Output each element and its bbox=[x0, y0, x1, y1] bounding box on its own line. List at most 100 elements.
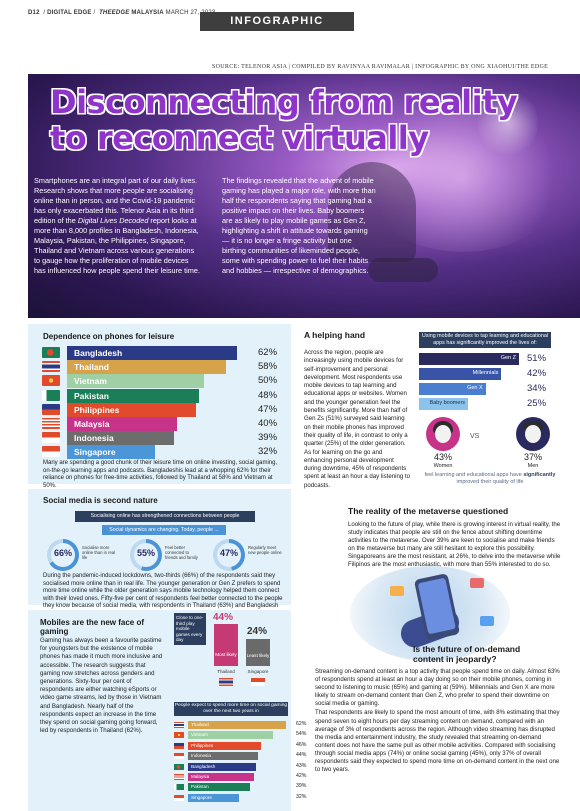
dependence-note: Many are spending a good chunk of their … bbox=[43, 460, 278, 489]
intro-column-2: The findings revealed that the advent of… bbox=[222, 176, 376, 275]
report-title: Digital Lives Decoded bbox=[77, 216, 149, 225]
pakistan-flag-icon bbox=[42, 389, 60, 401]
generation-bar-label: Gen X bbox=[467, 385, 483, 391]
mobile-gaming-title: Mobiles are the new face of gaming bbox=[40, 618, 145, 636]
dependence-bar-label: Thailand bbox=[74, 362, 109, 373]
hero-banner: Disconnecting from reality to reconnect … bbox=[28, 74, 580, 318]
app-tile-icon bbox=[470, 578, 484, 588]
dependence-bar-value: 32% bbox=[258, 446, 278, 458]
dependence-bar-value: 50% bbox=[258, 375, 278, 387]
dependence-bar-value: 39% bbox=[258, 432, 278, 444]
section-name: DIGITAL EDGE bbox=[47, 10, 92, 16]
bangladesh-flag-icon bbox=[174, 763, 184, 770]
expect-bar bbox=[188, 741, 261, 750]
dependence-section: Dependence on phones for leisure Banglad… bbox=[28, 324, 291, 489]
expect-bar-value: 54% bbox=[296, 731, 307, 738]
mobile-gaming-body: Gaming has always been a favourite pasti… bbox=[40, 637, 163, 735]
headline-line-1: Disconnecting from reality bbox=[50, 83, 518, 121]
dependence-bar bbox=[67, 431, 174, 446]
intro-text-b: report looks at more than 8,000 profiles… bbox=[34, 216, 200, 275]
man-face bbox=[525, 425, 541, 443]
man-avatar-icon bbox=[516, 417, 550, 451]
dependence-bar-label: Vietnam bbox=[74, 376, 107, 387]
generation-bar-row: Gen Z 51% bbox=[419, 353, 551, 365]
headline-line-2: to reconnect virtually bbox=[50, 119, 429, 157]
expect-bar-label: Pakistan bbox=[191, 784, 209, 790]
least-likely-bar: Least likely bbox=[246, 639, 270, 666]
generation-chart-header: Using mobile devices to tap learning and… bbox=[419, 332, 551, 348]
least-likely-label: Least likely bbox=[246, 653, 270, 658]
page-header: D12 / DIGITAL EDGE / THEEDGE MALAYSIA MA… bbox=[0, 0, 580, 34]
dependence-bar bbox=[67, 445, 155, 460]
dependence-bar-value: 62% bbox=[258, 347, 278, 358]
dependence-bar-label: Philippines bbox=[74, 404, 120, 415]
woman-face bbox=[435, 425, 451, 443]
helping-text: Across the region, people are increasing… bbox=[304, 349, 411, 489]
expect-bar-value: 39% bbox=[296, 783, 307, 790]
gender-caption: feel learning and educational apps have … bbox=[420, 472, 560, 485]
men-percent: 37% bbox=[523, 452, 542, 462]
generation-bar-value: 25% bbox=[527, 398, 547, 409]
expect-bar-row: Singapore 32% bbox=[174, 793, 306, 802]
indonesia-flag-icon bbox=[42, 432, 60, 444]
publication-prefix: THE bbox=[99, 10, 112, 16]
dependence-bar-label: Singapore bbox=[74, 447, 116, 458]
most-likely-percent: 44% bbox=[213, 612, 234, 623]
dependence-bar-value: 48% bbox=[258, 389, 278, 401]
vietnam-flag-icon bbox=[174, 732, 184, 739]
generation-bar-value: 42% bbox=[527, 368, 547, 379]
singapore-flag-icon bbox=[251, 678, 265, 686]
generation-bar-label: Gen Z bbox=[500, 355, 516, 361]
ondemand-paragraph-1: Streaming on-demand content is a top act… bbox=[315, 668, 560, 708]
generation-bar bbox=[419, 353, 519, 365]
infographic-badge: INFOGRAPHIC bbox=[200, 12, 354, 31]
dependence-bar bbox=[67, 374, 205, 389]
generation-bar-row: Gen X 34% bbox=[419, 383, 551, 395]
dependence-bar-label: Pakistan bbox=[74, 390, 109, 401]
ring-socialise-more: 66% bbox=[47, 539, 79, 571]
generation-bar-value: 51% bbox=[527, 353, 547, 364]
publication-name: EDGE bbox=[111, 10, 130, 16]
page-number: D12 bbox=[28, 10, 40, 16]
generation-bar bbox=[419, 398, 469, 410]
expect-bar-row: Bangladesh 43% bbox=[174, 762, 306, 771]
gender-caption-c: improved their quality of life bbox=[456, 478, 524, 485]
helping-title: A helping hand bbox=[304, 330, 366, 340]
dependence-bar bbox=[67, 402, 196, 417]
women-percent: 43% bbox=[433, 452, 452, 462]
gender-caption-emphasis: significantly bbox=[523, 472, 556, 478]
ring-value: 55% bbox=[136, 548, 155, 558]
expect-bar-value: 44% bbox=[296, 752, 307, 759]
intro-column-1: Smartphones are an integral part of our … bbox=[34, 176, 202, 276]
expect-bar-value: 43% bbox=[296, 762, 307, 769]
expect-bar-label: Vietnam bbox=[191, 732, 208, 738]
singapore-flag-icon bbox=[42, 446, 60, 458]
expect-bar-label: Malaysia bbox=[191, 774, 210, 779]
gender-caption-a: feel learning and educational apps have bbox=[424, 472, 524, 478]
expect-chart-header: People expect to spend more time on soci… bbox=[174, 702, 288, 716]
ring-caption: Socialise more online than in real life bbox=[82, 545, 116, 561]
dependence-bar-label: Bangladesh bbox=[74, 348, 123, 358]
headline: Disconnecting from reality to reconnect … bbox=[50, 83, 518, 157]
expect-bar bbox=[188, 773, 255, 781]
philippines-flag-icon bbox=[42, 403, 60, 415]
intro-text-a: Smartphones are an integral part of our … bbox=[34, 176, 198, 225]
versus-label: VS bbox=[470, 433, 480, 440]
ring-inner bbox=[51, 543, 75, 567]
social-title: Social media is second nature bbox=[43, 496, 158, 505]
generation-bar bbox=[419, 383, 486, 395]
expect-bar-row: Indonesia 44% bbox=[174, 752, 306, 761]
ring-meet-new-people: 47% bbox=[213, 539, 245, 571]
page-folio: D12 / DIGITAL EDGE / THEEDGE MALAYSIA MA… bbox=[28, 10, 216, 16]
ring-better-connected: 55% bbox=[130, 539, 162, 571]
dependence-bar-value: 58% bbox=[258, 361, 278, 373]
dependence-bar bbox=[67, 360, 227, 375]
dependence-bar-value: 40% bbox=[258, 418, 278, 429]
expect-bar-value: 46% bbox=[296, 741, 307, 748]
expect-bar-label: Indonesia bbox=[191, 753, 211, 759]
mobile-gaming-section: Mobiles are the new face of gaming Gamin… bbox=[28, 610, 170, 811]
expect-bar-value: 62% bbox=[296, 721, 307, 727]
least-likely-percent: 24% bbox=[247, 626, 268, 637]
ring-inner bbox=[217, 543, 241, 567]
ondemand-title: Is the future of on-demand content in je… bbox=[413, 644, 521, 664]
